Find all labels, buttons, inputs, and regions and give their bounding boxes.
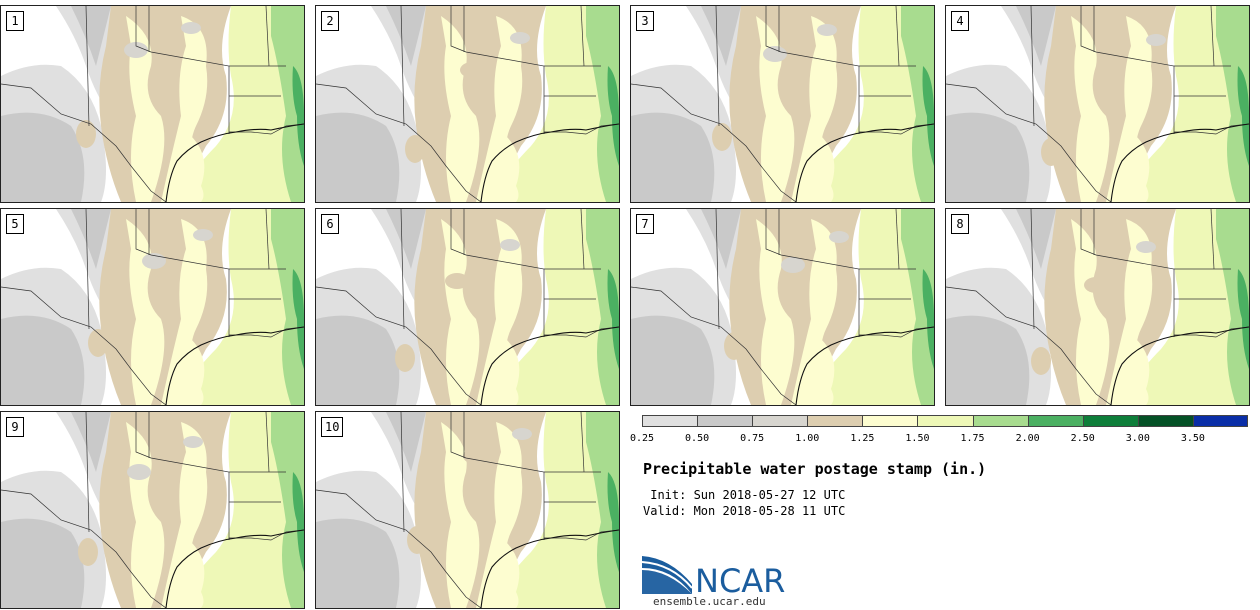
- precipitable-water-map: [946, 6, 1249, 202]
- colorbar-tick-label: 3.50: [1180, 433, 1205, 444]
- logo-url: ensemble.ucar.edu: [653, 595, 766, 608]
- chart-title: Precipitable water postage stamp (in.): [643, 460, 987, 478]
- colorbar-tick-label: 0.75: [740, 433, 765, 444]
- postage-stamp-panel: 3: [630, 5, 935, 203]
- precipitable-water-map: [946, 209, 1249, 405]
- colorbar-swatch: [1082, 415, 1138, 427]
- postage-stamp-panel: 9: [0, 411, 305, 609]
- colorbar-swatch: [752, 415, 808, 427]
- colorbar-swatch: [1192, 415, 1248, 427]
- panel-number: 10: [321, 417, 344, 437]
- precipitable-water-map: [1, 412, 304, 608]
- postage-stamp-panel: 2: [315, 5, 620, 203]
- valid-time: Valid: Mon 2018-05-28 11 UTC: [643, 504, 846, 518]
- precipitable-water-map: [316, 412, 619, 608]
- colorbar-tick-label: 2.00: [1015, 433, 1040, 444]
- colorbar-tick-label: 2.50: [1070, 433, 1095, 444]
- colorbar-swatch: [862, 415, 918, 427]
- precipitable-water-map: [1, 6, 304, 202]
- colorbar-legend: 0.25 0.50 0.75 1.00 1.25 1.50 1.75 2.00 2.50 3.00…: [630, 415, 1248, 449]
- colorbar-swatch: [697, 415, 753, 427]
- panel-number: 7: [636, 214, 654, 234]
- init-time: Init: Sun 2018-05-27 12 UTC: [643, 488, 846, 502]
- panel-number: 9: [6, 417, 24, 437]
- postage-stamp-panel: 8: [945, 208, 1250, 406]
- postage-stamp-panel: 4: [945, 5, 1250, 203]
- postage-stamp-panel: 7: [630, 208, 935, 406]
- colorbar-swatch: [1027, 415, 1083, 427]
- colorbar-swatch: [642, 415, 698, 427]
- colorbar-tick-label: 1.75: [960, 433, 985, 444]
- panel-number: 2: [321, 11, 339, 31]
- postage-stamp-panel: 6: [315, 208, 620, 406]
- logo-text: NCAR: [695, 562, 785, 596]
- colorbar-tick-label: 1.25: [850, 433, 875, 444]
- colorbar-tick-label: 1.00: [795, 433, 820, 444]
- precipitable-water-map: [316, 6, 619, 202]
- colorbar-tick-label: 0.25: [629, 433, 655, 444]
- precipitable-water-map: [316, 209, 619, 405]
- postage-stamp-panel: 5: [0, 208, 305, 406]
- precipitable-water-map: [631, 6, 934, 202]
- postage-stamp-panel: 10: [315, 411, 620, 609]
- colorbar-swatch: [807, 415, 863, 427]
- ncar-logo-icon: NCAR: [641, 556, 785, 600]
- panel-number: 5: [6, 214, 24, 234]
- panel-number: 1: [6, 11, 24, 31]
- ncar-logo: NCAR: [641, 554, 792, 606]
- panel-number: 8: [951, 214, 969, 234]
- colorbar-swatch: [917, 415, 973, 427]
- colorbar-swatch: [972, 415, 1028, 427]
- precipitable-water-map: [1, 209, 304, 405]
- panel-number: 4: [951, 11, 969, 31]
- postage-stamp-panel: 1: [0, 5, 305, 203]
- colorbar-tick-label: 3.00: [1125, 433, 1150, 444]
- panel-number: 3: [636, 11, 654, 31]
- precipitable-water-map: [631, 209, 934, 405]
- panel-number: 6: [321, 214, 339, 234]
- colorbar-tick-label: 0.50: [685, 433, 710, 444]
- colorbar-swatch: [1137, 415, 1193, 427]
- colorbar-tick-label: 1.50: [905, 433, 930, 444]
